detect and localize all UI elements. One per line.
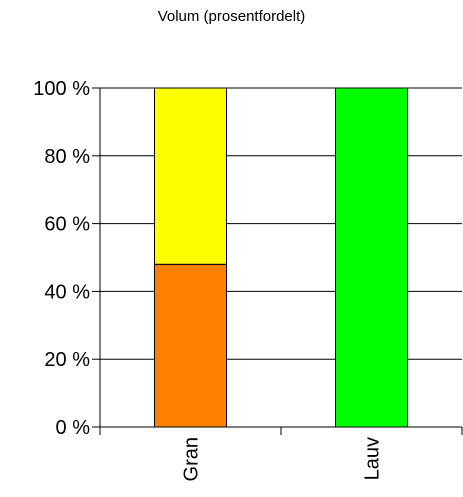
chart-title: Volum (prosentfordelt) bbox=[157, 8, 306, 25]
y-tick-label: 0 % bbox=[56, 417, 91, 439]
y-tick-label: 60 % bbox=[44, 214, 90, 236]
x-tick-label: Lauv bbox=[362, 437, 384, 480]
bar-segment bbox=[154, 87, 227, 265]
y-tick-label: 80 % bbox=[44, 146, 90, 168]
x-tick-label: Gran bbox=[181, 437, 203, 481]
y-tick-label: 100 % bbox=[33, 78, 90, 100]
bar-segment bbox=[335, 87, 408, 428]
tick-labels: 0 % 20 % 40 % 60 % 80 % 100 % Gran Lauv bbox=[33, 78, 383, 481]
y-tick-label: 40 % bbox=[44, 281, 90, 303]
y-tick-label: 20 % bbox=[44, 349, 90, 371]
bars bbox=[154, 87, 408, 428]
bar-segment bbox=[154, 263, 227, 428]
axes bbox=[92, 87, 463, 435]
